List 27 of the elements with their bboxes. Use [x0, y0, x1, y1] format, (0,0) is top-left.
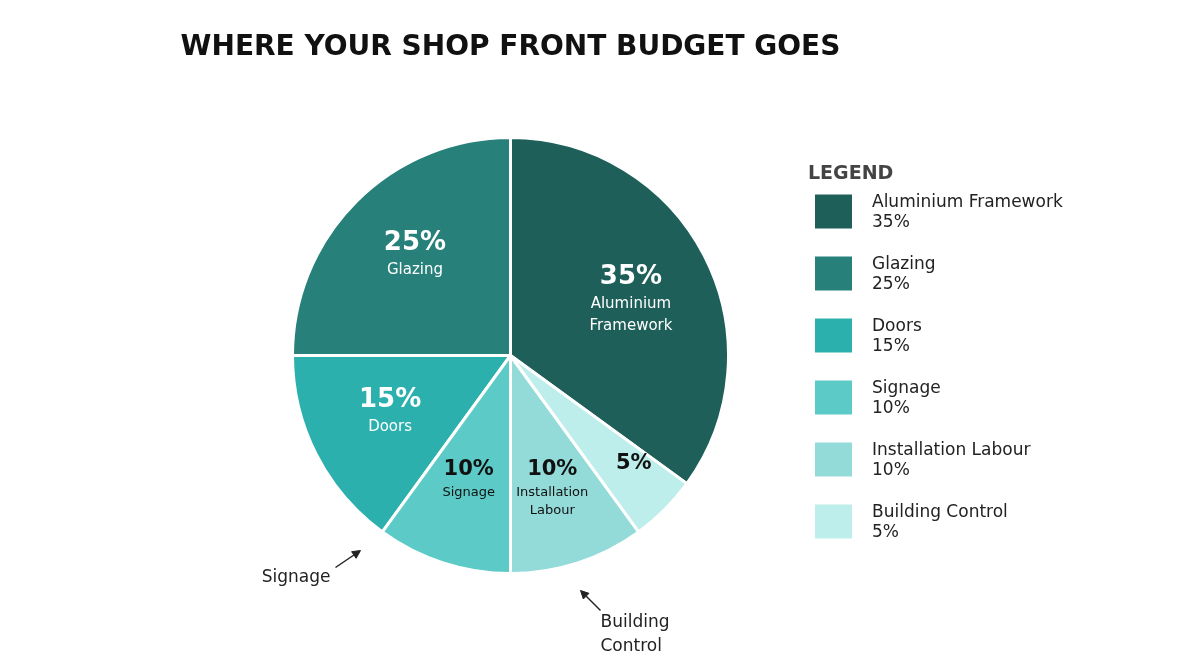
text: 5%	[872, 521, 899, 541]
legend-label: Doors	[872, 315, 922, 335]
slice-label: Aluminium Framework	[589, 294, 673, 334]
legend-label: Installation Labour	[872, 439, 1031, 459]
legend-label: Signage	[872, 377, 941, 397]
text: 15%	[872, 335, 910, 355]
text: Signage	[261, 565, 331, 586]
chart-title: WHERE YOUR SHOP FRONT BUDGET GOES	[180, 29, 841, 62]
legend-label: Glazing	[872, 253, 936, 273]
legend-label: Building Control	[872, 501, 1008, 521]
slice-label: Signage	[442, 484, 496, 500]
text: 35%	[872, 211, 910, 231]
data-label: 25%	[383, 225, 447, 256]
legend-label: Aluminium Framework	[872, 191, 1063, 211]
text: Building Control	[600, 610, 670, 655]
data-label: 5%	[615, 450, 652, 475]
slice-label: Installation Labour	[516, 484, 589, 518]
text: 10%	[872, 459, 910, 479]
data-label: 15%	[358, 382, 422, 413]
data-label: 10%	[527, 455, 578, 480]
slice-label: Glazing	[386, 259, 443, 278]
text: 25%	[872, 273, 910, 293]
data-label: 35%	[599, 259, 663, 290]
slice-label: Doors	[368, 416, 413, 435]
text: 10%	[872, 397, 910, 417]
legend-title: LEGEND	[808, 161, 895, 183]
data-label: 10%	[443, 455, 494, 480]
